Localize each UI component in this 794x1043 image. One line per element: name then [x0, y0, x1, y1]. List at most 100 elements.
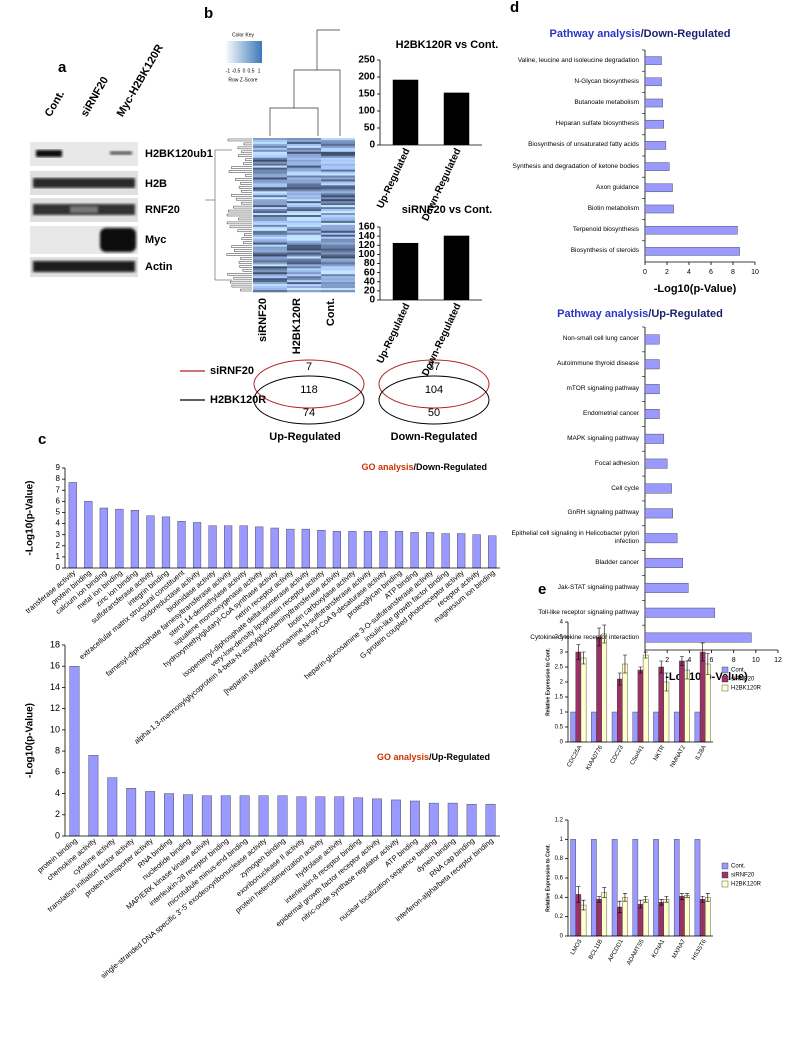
heatmap-cell	[321, 215, 355, 218]
heatmap-cell	[253, 157, 287, 161]
heatmap-cell	[253, 153, 287, 157]
y-tick-label: 0.2	[555, 914, 564, 920]
x-tick-label: 6	[710, 657, 714, 664]
bar	[644, 183, 673, 193]
heatmap-cell	[321, 276, 355, 279]
bar	[177, 521, 186, 569]
bar	[348, 531, 357, 569]
bar	[353, 797, 364, 837]
y-tick-label: 0.6	[555, 876, 564, 882]
bar	[301, 528, 310, 569]
heatmap-cell	[287, 145, 321, 149]
y-axis-label: Relative Expression to Cont.	[545, 647, 551, 715]
y-tick-label: 3.5	[555, 635, 564, 641]
heatmap-cell	[253, 139, 287, 143]
heatmap-cell	[253, 165, 287, 168]
y-tick-label: MAPK signaling pathway	[567, 434, 639, 442]
x-tick-label: BCL11B	[588, 939, 604, 961]
title-part: Pathway analysis	[557, 308, 648, 320]
heatmap-cell	[287, 138, 321, 141]
heatmap-cell	[287, 224, 321, 228]
error-bar	[679, 656, 684, 666]
bar	[428, 802, 439, 837]
x-tick-label: 4	[687, 269, 691, 276]
heatmap-cell	[321, 260, 355, 263]
y-tick-label: 200	[358, 72, 375, 83]
error-bar	[685, 660, 690, 680]
heatmap-cell	[253, 270, 287, 273]
heatmap-cell	[321, 185, 355, 188]
heatmap-cell	[321, 222, 355, 226]
heatmap-cell	[287, 216, 321, 220]
y-tick-label: 8	[56, 474, 61, 483]
blot-band	[110, 151, 132, 155]
heatmap-cell	[321, 151, 355, 155]
heatmap-cell	[253, 222, 287, 226]
blot-proteins: H2BK120ub1 H2B RNF20 Myc Actin	[145, 148, 213, 273]
heatmap-cell	[253, 260, 287, 263]
bar	[575, 651, 582, 743]
heatmap-cell	[287, 270, 321, 273]
heatmap-cell	[287, 189, 321, 192]
panel-label: b	[204, 5, 213, 22]
y-tick-label: 0	[56, 563, 61, 572]
heatmap-cell	[321, 282, 355, 285]
heatmap-cell	[287, 171, 321, 174]
y-tick-label: 150	[358, 89, 375, 100]
heatmap-cell	[287, 195, 321, 198]
x-tick-label: 10	[752, 657, 760, 664]
heatmap-cell	[321, 205, 355, 208]
bar	[644, 334, 660, 345]
bar	[208, 525, 217, 569]
bar	[296, 796, 307, 837]
bar	[694, 711, 701, 743]
bar	[637, 669, 644, 743]
error-bar	[617, 672, 622, 686]
heatmap-cell	[253, 234, 287, 238]
heatmap-cell	[321, 224, 355, 228]
x-tick-label: CDC23	[610, 744, 625, 765]
heatmap-cell	[253, 230, 287, 234]
y-tick-label: Autoimmune thyroid disease	[556, 360, 639, 368]
heatmap-cell	[253, 266, 287, 269]
error-bar	[602, 887, 607, 898]
heatmap-cell	[253, 216, 287, 220]
heatmap-cell	[253, 248, 287, 251]
heatmap-cell	[321, 258, 355, 261]
heatmap-cell	[253, 167, 287, 170]
heatmap-cell	[287, 228, 321, 232]
heatmap-cell	[253, 161, 287, 164]
error-bar	[638, 899, 643, 909]
error-bar	[576, 886, 581, 903]
y-tick-label: Non-small cell lung cancer	[562, 335, 639, 343]
bar	[644, 607, 716, 618]
legend-swatch	[721, 666, 729, 674]
bar	[644, 247, 740, 256]
chart-title: GO analysis/Up-Regulated	[377, 752, 490, 762]
error-bar	[576, 644, 581, 660]
heatmap-cell	[253, 195, 287, 198]
heatmap-cell	[321, 250, 355, 253]
heatmap-cell	[321, 141, 355, 145]
x-tick-label: 8	[731, 269, 735, 276]
blot-band	[100, 228, 136, 252]
heatmap-cell	[253, 207, 287, 210]
x-tick-label: IL28A	[695, 745, 708, 762]
x-tick-label: 8	[732, 657, 736, 664]
heatmap-cell	[321, 220, 355, 224]
set-label: siRNF20	[210, 365, 254, 377]
heatmap-cell	[253, 143, 287, 147]
bar	[699, 651, 706, 743]
heatmap-cell	[253, 226, 287, 230]
bar	[622, 663, 628, 743]
bar	[277, 795, 288, 837]
y-tick-label: Epithelial cell signaling in Helicobacte…	[511, 530, 639, 546]
heatmap-cell	[287, 248, 321, 251]
bar	[409, 800, 420, 837]
y-tick-label: 1	[56, 552, 61, 561]
heatmap-cell	[321, 138, 355, 141]
key-tick: 0.5	[248, 68, 255, 74]
heatmap-cell	[287, 268, 321, 271]
heatmap-cell	[321, 213, 355, 216]
heatmap-cell	[321, 177, 355, 180]
